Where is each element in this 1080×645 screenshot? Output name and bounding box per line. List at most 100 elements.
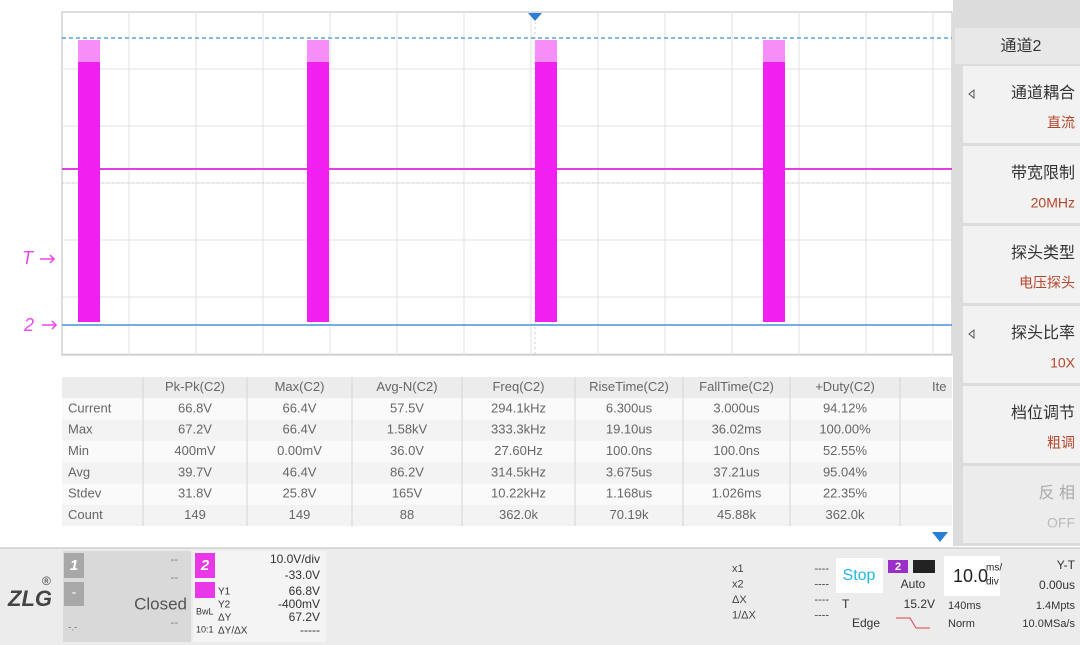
scroll-arrow[interactable] — [932, 532, 948, 542]
logo: ZLG — [7, 586, 52, 611]
status-text: 67.2V — [289, 610, 320, 624]
pulse-burst — [307, 60, 329, 322]
table-cell: 70.19k — [609, 507, 649, 522]
run-stop-button[interactable] — [836, 558, 883, 593]
table-row-bg — [62, 483, 952, 505]
table-cell: 88 — [400, 507, 414, 522]
table-header-bg — [62, 377, 952, 399]
table-cell: 3.675us — [606, 464, 653, 479]
status-text: -- — [171, 617, 179, 629]
menu-item-label: 档位调节 — [1011, 404, 1075, 422]
status-text: 10.0 — [953, 566, 988, 586]
table-cell: 37.21us — [713, 464, 760, 479]
table-cell: 1.026ms — [712, 486, 762, 501]
table-cell: 100.0ns — [713, 443, 760, 458]
status-text: Auto — [901, 577, 926, 591]
table-header: Freq(C2) — [492, 379, 544, 394]
table-cell: 314.5kHz — [491, 464, 546, 479]
channel-2-panel[interactable] — [193, 551, 326, 642]
table-cell: 333.3kHz — [491, 422, 546, 437]
pulse-burst — [78, 60, 100, 322]
status-text: ms/ — [986, 563, 1002, 574]
table-cell: 100.0ns — [606, 443, 653, 458]
menu-item[interactable] — [963, 66, 1080, 143]
table-cell: 362.0k — [825, 507, 865, 522]
status-text: x1 — [732, 563, 744, 575]
table-cell: 46.4V — [283, 464, 317, 479]
channel-marker: 2 — [23, 315, 34, 335]
menu-item-value: OFF — [1047, 515, 1075, 531]
status-text: Y-T — [1057, 558, 1076, 572]
pulse-burst-top — [307, 40, 329, 62]
timebase-box[interactable] — [944, 556, 1000, 596]
row-label: Current — [68, 400, 112, 415]
table-header: Max(C2) — [275, 379, 325, 394]
table-cell: 66.8V — [178, 400, 212, 415]
menu-item-label: 通道耦合 — [1011, 84, 1075, 102]
table-cell: 25.8V — [283, 486, 317, 501]
status-text: Closed — [134, 594, 187, 613]
trigger-marker: T — [22, 248, 35, 268]
table-header: Ite — [932, 379, 946, 394]
menu-arrow — [968, 328, 975, 340]
table-row-bg — [62, 398, 952, 420]
status-text: ----- — [300, 623, 320, 637]
status-text: div — [986, 577, 999, 588]
status-text: 1.4Mpts — [1036, 600, 1076, 612]
table-cell: 149 — [184, 507, 206, 522]
pulse-burst-top — [78, 40, 100, 62]
menu-item[interactable] — [963, 386, 1080, 463]
run-state: Stop — [843, 567, 876, 584]
table-row-bg — [62, 462, 952, 484]
row-label: Avg — [68, 464, 90, 479]
status-text: -33.0V — [285, 568, 320, 582]
menu-item[interactable] — [963, 466, 1080, 543]
status-text: Y1 — [218, 587, 231, 598]
status-text: Norm — [948, 618, 975, 630]
menu-item-value: 直流 — [1047, 115, 1075, 131]
status-text: 0.00us — [1039, 578, 1075, 592]
table-cell: 6.300us — [606, 400, 653, 415]
status-text: - — [72, 584, 77, 600]
channel-1-panel[interactable] — [63, 551, 191, 642]
table-header: +Duty(C2) — [815, 379, 875, 394]
menu-item-value: 粗调 — [1047, 435, 1075, 451]
status-text: ---- — [814, 594, 829, 606]
channel-2-badge — [195, 582, 215, 598]
edge-icon — [896, 617, 930, 629]
table-cell: 400mV — [174, 443, 216, 458]
pulse-burst — [763, 60, 785, 322]
channel-1-badge — [64, 553, 84, 578]
table-cell: 67.2V — [178, 422, 212, 437]
status-text: Y2 — [218, 600, 231, 611]
status-text: 1 — [70, 557, 78, 574]
status-text: 1/ΔX — [732, 609, 757, 621]
table-cell: 57.5V — [390, 400, 424, 415]
table-cell: 36.0V — [390, 443, 424, 458]
table-cell: 0.00mV — [277, 443, 322, 458]
table-cell: 10.22kHz — [491, 486, 546, 501]
arrow — [40, 254, 56, 264]
table-cell: 52.55% — [823, 443, 868, 458]
status-text: T — [842, 597, 850, 611]
menu-item[interactable] — [963, 226, 1080, 303]
status-text: 10.0MSa/s — [1022, 618, 1075, 630]
arrow — [42, 320, 58, 330]
status-text: ---- — [814, 578, 829, 590]
menu-item-label: 带宽限制 — [1011, 164, 1075, 182]
pulse-burst-top — [763, 40, 785, 62]
table-header: Pk-Pk(C2) — [165, 379, 225, 394]
table-row-bg — [62, 440, 952, 463]
status-text: ΔX — [732, 594, 747, 606]
status-text: 66.8V — [289, 584, 320, 598]
menu-title-bg — [955, 28, 1080, 64]
menu-item[interactable] — [963, 146, 1080, 223]
table-cell: 94.12% — [823, 400, 868, 415]
status-text: BwL — [196, 606, 214, 616]
row-label: Stdev — [68, 486, 102, 501]
trigger-source-badge — [888, 560, 908, 573]
menu-item[interactable] — [963, 306, 1080, 383]
status-text: -.- — [68, 623, 77, 634]
